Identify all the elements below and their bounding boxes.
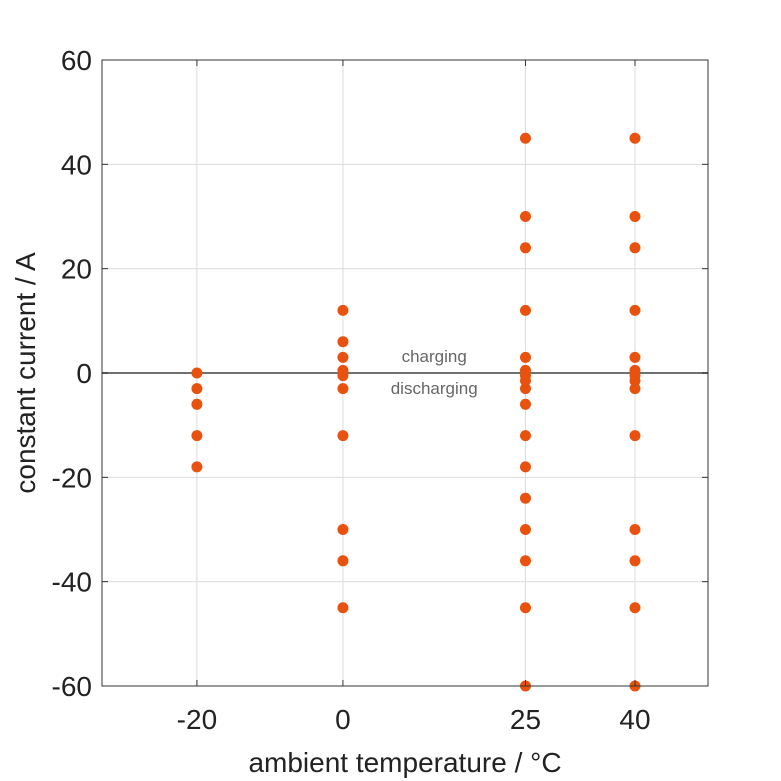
x-tick-label: 25 <box>510 704 541 735</box>
data-point <box>629 211 641 222</box>
data-point <box>629 375 641 387</box>
data-point <box>519 242 531 254</box>
data-point <box>519 211 531 222</box>
y-tick-label: -20 <box>52 462 92 493</box>
data-point <box>337 602 349 614</box>
data-point <box>191 367 203 379</box>
y-tick-label: -60 <box>52 671 92 702</box>
data-point <box>337 336 349 348</box>
x-axis-label: ambient temperature / °C <box>248 747 561 778</box>
x-tick-label: -20 <box>177 704 217 735</box>
data-point <box>191 430 203 442</box>
data-point <box>519 602 531 614</box>
data-points <box>191 132 641 692</box>
data-point <box>629 132 641 144</box>
data-point <box>519 132 531 144</box>
data-point <box>629 351 641 363</box>
data-point <box>519 430 531 442</box>
x-tick-labels: -20 0 25 40 <box>177 704 651 735</box>
data-point <box>337 524 349 535</box>
y-tick-label: 20 <box>61 254 92 285</box>
data-point <box>629 304 641 316</box>
data-point <box>519 492 531 504</box>
y-tick-label: 60 <box>61 45 92 76</box>
data-point <box>629 555 641 567</box>
y-tick-label: 40 <box>61 149 92 180</box>
data-point <box>519 461 531 473</box>
data-point <box>629 430 641 442</box>
data-point <box>337 370 349 382</box>
data-point <box>191 398 203 410</box>
data-point <box>629 524 641 535</box>
data-point <box>519 524 531 535</box>
data-point <box>519 304 531 316</box>
data-point <box>629 602 641 614</box>
y-axis-label: constant current / A <box>10 252 41 494</box>
y-tick-label: -40 <box>52 567 92 598</box>
annotation-charging: charging <box>402 347 467 366</box>
data-point <box>519 375 531 387</box>
y-tick-labels: -60 -40 -20 0 20 40 60 <box>52 45 92 702</box>
data-point <box>191 461 203 473</box>
annotation-discharging: discharging <box>391 379 478 398</box>
data-point <box>337 555 349 567</box>
data-point <box>337 351 349 363</box>
data-point <box>519 351 531 363</box>
data-point <box>629 383 641 395</box>
data-point <box>337 304 349 316</box>
y-tick-label: 0 <box>76 358 92 389</box>
data-point <box>337 430 349 442</box>
data-point <box>337 383 349 395</box>
x-tick-label: 0 <box>335 704 351 735</box>
data-point <box>519 555 531 567</box>
data-point <box>519 398 531 410</box>
data-point <box>629 242 641 254</box>
x-tick-label: 40 <box>619 704 650 735</box>
data-point <box>191 383 203 395</box>
axis-ticks <box>102 59 708 687</box>
data-point <box>519 383 531 395</box>
